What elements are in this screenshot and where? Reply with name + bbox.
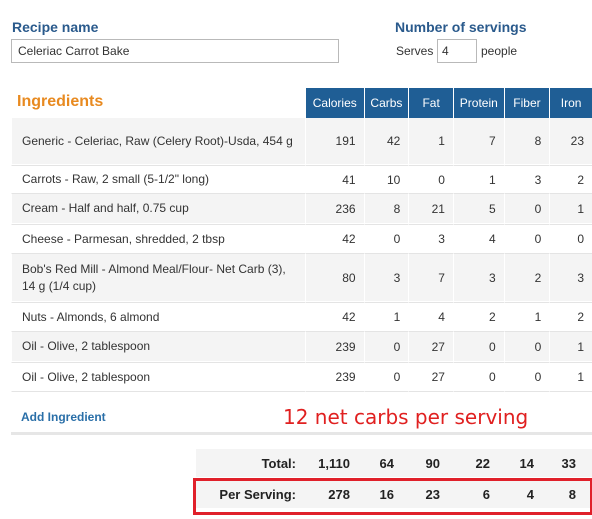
ingredient-name: Oil - Olive, 2 tablespoon: [11, 332, 305, 362]
ingredient-name: Cheese - Parmesan, shredded, 2 tbsp: [11, 224, 305, 254]
column-header-fat: Fat: [408, 88, 453, 118]
iron-cell: 1: [549, 194, 592, 224]
calories-cell: 236: [304, 194, 364, 224]
column-header-protein: Protein: [452, 88, 504, 118]
recipe-name-title: Recipe name: [12, 19, 99, 35]
per-serving-label: Per Serving:: [219, 487, 296, 502]
table-row[interactable]: Bob's Red Mill - Almond Meal/Flour- Net …: [11, 254, 592, 302]
iron-cell: 23: [549, 118, 592, 165]
ingredients-table: Calories Carbs Fat Protein Fiber Iron Ge…: [11, 88, 592, 392]
ingredients-title: Ingredients: [17, 93, 104, 110]
column-header-carbs: Carbs: [363, 88, 409, 118]
table-row[interactable]: Oil - Olive, 2 tablespoon 239 0 27 0 0 1: [11, 362, 592, 392]
fat-cell: 0: [408, 165, 453, 194]
fiber-cell: 2: [503, 254, 550, 302]
calories-cell: 239: [304, 362, 364, 392]
iron-cell: 1: [549, 332, 592, 362]
column-header-calories: Calories: [304, 88, 364, 118]
iron-cell: 1: [549, 362, 592, 392]
carbs-cell: 0: [363, 224, 409, 254]
recipe-name-input[interactable]: [11, 39, 339, 63]
calories-cell: 191: [304, 118, 364, 165]
ingredient-name: Carrots - Raw, 2 small (5-1/2" long): [11, 165, 305, 194]
column-header-iron: Iron: [549, 88, 592, 118]
table-header-row: Calories Carbs Fat Protein Fiber Iron: [11, 88, 592, 118]
per-serving-carbs: 16: [379, 487, 394, 502]
column-header-fiber: Fiber: [503, 88, 550, 118]
totals-protein: 22: [475, 456, 490, 471]
per-serving-row: Per Serving: 278 16 23 6 4 8: [196, 480, 592, 508]
iron-cell: 2: [549, 165, 592, 194]
serves-label: Serves: [396, 44, 434, 58]
fat-cell: 3: [408, 224, 453, 254]
fat-cell: 21: [408, 194, 453, 224]
fat-cell: 1: [408, 118, 453, 165]
table-row[interactable]: Carrots - Raw, 2 small (5-1/2" long) 41 …: [11, 165, 592, 194]
table-row[interactable]: Cheese - Parmesan, shredded, 2 tbsp 42 0…: [11, 224, 592, 254]
calories-cell: 42: [304, 302, 364, 332]
people-label: people: [481, 44, 518, 58]
fat-cell: 27: [408, 332, 453, 362]
protein-cell: 0: [452, 332, 504, 362]
fiber-cell: 0: [503, 362, 550, 392]
ingredient-name: Oil - Olive, 2 tablespoon: [11, 362, 305, 392]
totals-iron: 33: [561, 456, 576, 471]
fiber-cell: 3: [503, 165, 550, 194]
fat-cell: 27: [408, 362, 453, 392]
calories-cell: 41: [304, 165, 364, 194]
ingredient-name: Nuts - Almonds, 6 almond: [11, 302, 305, 332]
per-serving-protein: 6: [482, 487, 490, 502]
calories-cell: 42: [304, 224, 364, 254]
net-carbs-annotation: 12 net carbs per serving: [283, 405, 529, 429]
carbs-cell: 1: [363, 302, 409, 332]
calories-cell: 239: [304, 332, 364, 362]
fiber-cell: 0: [503, 224, 550, 254]
fiber-cell: 0: [503, 194, 550, 224]
iron-cell: 2: [549, 302, 592, 332]
table-row[interactable]: Nuts - Almonds, 6 almond 42 1 4 2 1 2: [11, 302, 592, 332]
ingredient-name: Bob's Red Mill - Almond Meal/Flour- Net …: [11, 254, 305, 302]
fiber-cell: 8: [503, 118, 550, 165]
iron-cell: 0: [549, 224, 592, 254]
protein-cell: 2: [452, 302, 504, 332]
protein-cell: 7: [452, 118, 504, 165]
servings-title: Number of servings: [395, 19, 527, 35]
carbs-cell: 0: [363, 362, 409, 392]
add-ingredient-link[interactable]: Add Ingredient: [21, 410, 106, 424]
totals-fiber: 14: [519, 456, 534, 471]
carbs-cell: 10: [363, 165, 409, 194]
totals-row: Total: 1,110 64 90 22 14 33: [196, 449, 592, 477]
table-row[interactable]: Oil - Olive, 2 tablespoon 239 0 27 0 0 1: [11, 332, 592, 362]
protein-cell: 3: [452, 254, 504, 302]
totals-label: Total:: [261, 456, 296, 471]
table-row[interactable]: Generic - Celeriac, Raw (Celery Root)-Us…: [11, 118, 592, 165]
carbs-cell: 0: [363, 332, 409, 362]
fat-cell: 7: [408, 254, 453, 302]
protein-cell: 1: [452, 165, 504, 194]
totals-fat: 90: [425, 456, 440, 471]
protein-cell: 0: [452, 362, 504, 392]
per-serving-fiber: 4: [526, 487, 534, 502]
per-serving-fat: 23: [425, 487, 440, 502]
divider: [11, 432, 592, 435]
servings-input[interactable]: [437, 39, 477, 63]
protein-cell: 4: [452, 224, 504, 254]
carbs-cell: 42: [363, 118, 409, 165]
ingredient-name: Cream - Half and half, 0.75 cup: [11, 194, 305, 224]
calories-cell: 80: [304, 254, 364, 302]
fiber-cell: 1: [503, 302, 550, 332]
protein-cell: 5: [452, 194, 504, 224]
fat-cell: 4: [408, 302, 453, 332]
ingredient-name: Generic - Celeriac, Raw (Celery Root)-Us…: [11, 118, 305, 165]
per-serving-iron: 8: [568, 487, 576, 502]
totals-calories: 1,110: [318, 456, 350, 471]
iron-cell: 3: [549, 254, 592, 302]
fiber-cell: 0: [503, 332, 550, 362]
carbs-cell: 8: [363, 194, 409, 224]
carbs-cell: 3: [363, 254, 409, 302]
per-serving-calories: 278: [328, 487, 350, 502]
table-row[interactable]: Cream - Half and half, 0.75 cup 236 8 21…: [11, 194, 592, 224]
totals-carbs: 64: [379, 456, 394, 471]
